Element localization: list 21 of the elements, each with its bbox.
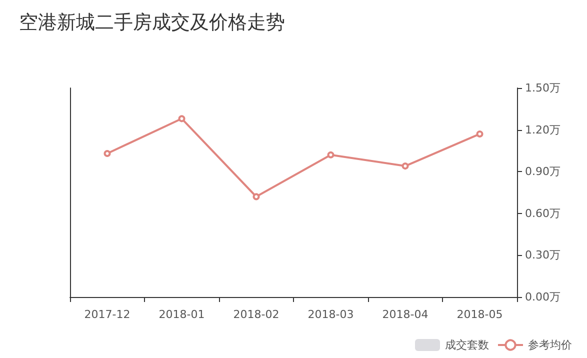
point	[104, 150, 111, 157]
point	[252, 193, 260, 200]
chart-title: 空港新城二手房成交及价格走势	[19, 12, 285, 34]
y2-tick-label: 1.50万	[525, 82, 560, 94]
y2-tick-label: 0.90万	[525, 165, 560, 178]
y2-tick-label: 1.20万	[525, 123, 560, 136]
x-tick-label: 2018-03	[308, 308, 354, 321]
point	[327, 151, 334, 158]
x-tick-label: 2018-05	[456, 308, 503, 321]
y2-tick-label: 0.60万	[525, 206, 560, 220]
y2-tick-label: 0.30万	[525, 248, 560, 262]
y2-tick-label: 0.00万	[525, 290, 560, 304]
x-tick-label: 2018-04	[382, 308, 428, 321]
x-tick-label: 2017-12	[84, 308, 130, 321]
point	[178, 115, 186, 122]
x-tick-label: 2018-02	[233, 308, 280, 321]
point	[476, 130, 484, 138]
x-tick-label: 2018-01	[158, 308, 205, 321]
legend-label: 成交套数	[445, 338, 489, 352]
legend-label: 参考均价	[528, 338, 572, 352]
point	[402, 162, 409, 170]
